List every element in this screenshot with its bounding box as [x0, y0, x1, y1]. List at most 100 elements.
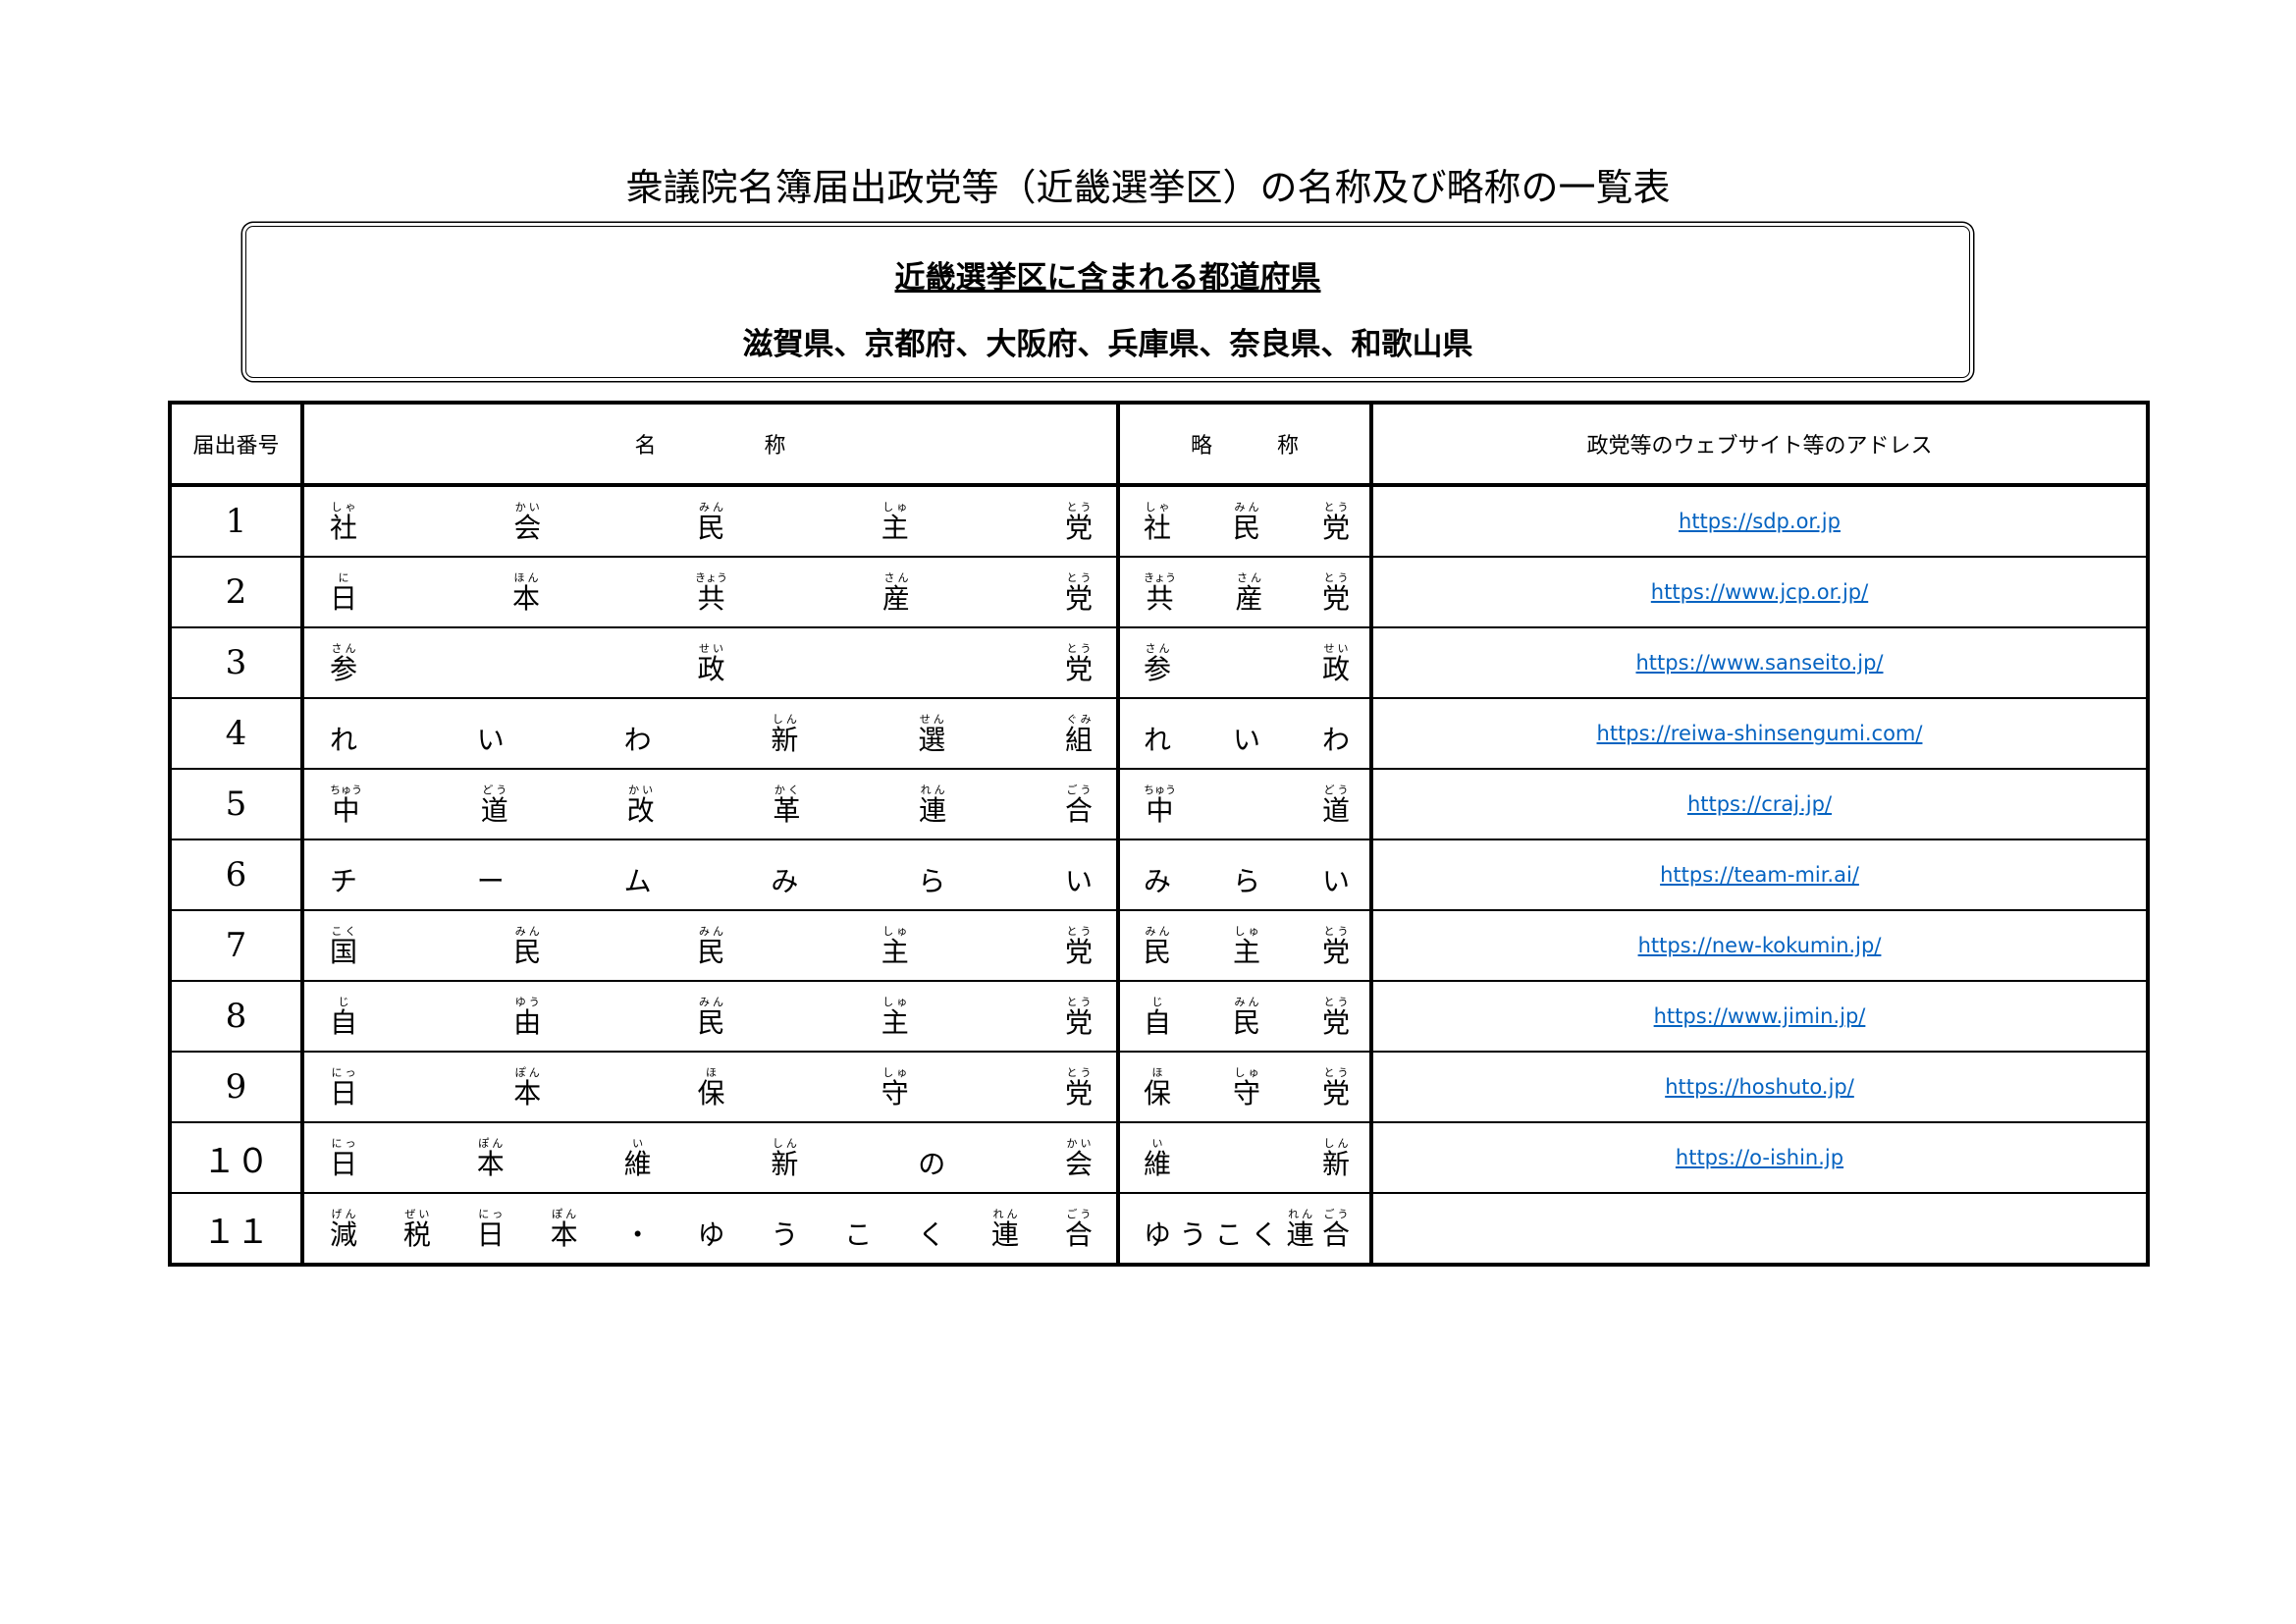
header-name: 名 称 [301, 402, 1120, 487]
char: 社 [1144, 512, 1172, 544]
char: み [771, 865, 799, 897]
ruby-char: 保ほ [1144, 1066, 1171, 1111]
char: い [476, 724, 505, 756]
char: 民 [1232, 1006, 1260, 1039]
ruby-char: み [1144, 860, 1171, 899]
ruby-char: 主しゅ [881, 925, 909, 970]
furigana: れん [1286, 1208, 1314, 1220]
char: 新 [771, 1148, 799, 1180]
ruby-char: 党とう [1322, 1066, 1350, 1111]
char: 民 [1232, 512, 1260, 544]
furigana: とう [1321, 1066, 1350, 1079]
party-abbrev-text: みらい [1120, 840, 1369, 909]
website-link[interactable]: https://o-ishin.jp [1675, 1146, 1844, 1169]
ruby-char: 守しゅ [881, 1066, 909, 1111]
table-row: 9 日にっ 本ぽん 保ほ 守しゅ 党とう 保ほ 守しゅ 党とう https://hoshuto.j… [169, 1051, 2149, 1123]
website-link[interactable]: https://craj.jp/ [1686, 792, 1833, 816]
ruby-char: 産さん [1235, 571, 1262, 617]
party-number: 2 [169, 556, 304, 628]
ruby-char: 新しん [771, 1137, 798, 1182]
ruby-char: 本ぽん [477, 1137, 505, 1182]
ruby-char: 産さん [882, 571, 910, 617]
party-number: 4 [169, 697, 304, 770]
party-abbrev: 社しゃ 民みん 党とう [1117, 484, 1373, 558]
party-website: https://www.jimin.jp/ [1370, 980, 2149, 1053]
furigana: とう [1321, 996, 1350, 1008]
furigana: どう [1321, 784, 1350, 796]
party-number: 1 [169, 484, 304, 558]
furigana: にっ [330, 1137, 358, 1150]
furigana: しゅ [1232, 1066, 1260, 1079]
party-abbrev-text: 参さん 政せい [1120, 628, 1369, 697]
ruby-char: 会かい [513, 501, 541, 546]
char: れ [1144, 724, 1172, 756]
website-link[interactable]: https://www.jcp.or.jp/ [1650, 580, 1869, 604]
ruby-char: 日にっ [477, 1208, 505, 1253]
ruby-char: れ [1144, 719, 1171, 758]
char: い [1232, 724, 1260, 756]
ruby-char: 新しん [1322, 1137, 1350, 1182]
ruby-char: 税ぜい [403, 1208, 431, 1253]
ruby-char: 社しゃ [1144, 501, 1171, 546]
website-link[interactable]: https://team-mir.ai/ [1660, 863, 1859, 887]
char: 民 [697, 512, 725, 544]
ruby-char: 本ほん [512, 571, 540, 617]
char: 主 [881, 1006, 909, 1039]
party-name: れいわ新しん 選せん 組ぐみ [301, 697, 1120, 770]
party-abbrev: 中ちゅう 道どう [1117, 768, 1373, 840]
ruby-char: ・ [624, 1214, 652, 1253]
furigana: こく [330, 925, 358, 938]
char: 党 [1064, 1077, 1093, 1110]
furigana: しゅ [881, 501, 909, 514]
furigana: じ [330, 996, 357, 1008]
char: 主 [881, 512, 909, 544]
ruby-char: 党とう [1065, 1066, 1093, 1111]
ruby-char: 共きょう [695, 571, 727, 617]
char: 本 [512, 582, 541, 615]
char: わ [623, 724, 652, 756]
table-row: 2 日に 本ほん 共きょう 産さん 党とう 共きょう 産さん 党とう https://www.jc… [169, 556, 2149, 628]
ruby-char: 本ぽん [513, 1066, 541, 1111]
website-link[interactable]: https://sdp.or.jp [1679, 510, 1841, 533]
party-name: 中ちゅう 道どう 改かい 革かく 連れん 合ごう [301, 768, 1120, 840]
furigana: とう [1064, 571, 1093, 584]
char: ゆ [1144, 1218, 1172, 1251]
party-name: 日にっ 本ぽん 維い 新しんの会かい [301, 1121, 1120, 1194]
party-name: 国こく 民みん 民みん 主しゅ 党とう [301, 909, 1120, 982]
party-number: 9 [169, 1051, 304, 1123]
website-link[interactable]: https://www.jimin.jp/ [1653, 1004, 1866, 1028]
furigana: しゅ [881, 925, 909, 938]
party-abbrev-text: 中ちゅう 道どう [1120, 770, 1369, 839]
website-link[interactable]: https://hoshuto.jp/ [1665, 1075, 1854, 1099]
furigana: にっ [330, 1066, 358, 1079]
ruby-char: 国こく [330, 925, 357, 970]
char: わ [1321, 724, 1350, 756]
region-info-box: 近畿選挙区に含まれる都道府県 滋賀県、京都府、大阪府、兵庫県、奈良県、和歌山県 [245, 226, 1970, 378]
party-website: https://hoshuto.jp/ [1370, 1051, 2149, 1123]
furigana: れん [919, 784, 947, 796]
party-name-text: 日にっ 本ぽん 維い 新しんの会かい [304, 1123, 1116, 1192]
party-number: 3 [169, 626, 304, 699]
ruby-char: 中ちゅう [330, 784, 362, 829]
website-link[interactable]: https://new-kokumin.jp/ [1637, 934, 1882, 957]
char: 日 [330, 582, 358, 615]
party-name: 社しゃ 会かい 民みん 主しゅ 党とう [301, 484, 1120, 558]
website-link[interactable]: https://www.sanseito.jp/ [1635, 651, 1884, 675]
char: 産 [881, 582, 910, 615]
ruby-char: 日にっ [330, 1066, 357, 1111]
table-row: １０ 日にっ 本ぽん 維い 新しんの会かい 維い 新しん https://o-ishin.jp [169, 1121, 2149, 1194]
char: 守 [881, 1077, 909, 1110]
char: の [918, 1148, 946, 1180]
ruby-char: 由ゆう [513, 996, 541, 1041]
ruby-char: 主しゅ [1233, 925, 1260, 970]
website-link[interactable]: https://reiwa-shinsengumi.com/ [1596, 722, 1923, 745]
ruby-char: 改かい [627, 784, 655, 829]
char: 日 [330, 1148, 358, 1180]
furigana: しゅ [881, 996, 909, 1008]
char: 党 [1064, 512, 1093, 544]
char: 税 [402, 1218, 431, 1251]
char: う [1179, 1218, 1207, 1251]
char: 道 [1321, 794, 1350, 827]
char: い [1321, 865, 1350, 897]
ruby-char: い [477, 719, 505, 758]
